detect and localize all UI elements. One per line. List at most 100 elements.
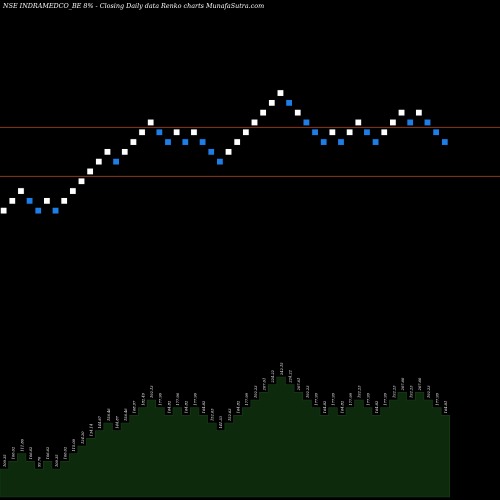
price-label: 144.87 bbox=[115, 415, 119, 428]
renko-brick bbox=[441, 138, 449, 146]
price-label: 192.23 bbox=[358, 385, 362, 398]
price-label: 100.35 bbox=[55, 454, 59, 467]
price-label: 106.62 bbox=[29, 446, 33, 459]
price-label: 106.62 bbox=[46, 446, 50, 459]
renko-brick bbox=[190, 128, 198, 136]
price-label: 242.15 bbox=[280, 362, 284, 376]
price-label: 177.99 bbox=[366, 392, 370, 405]
renko-brick bbox=[130, 138, 137, 146]
renko-brick bbox=[268, 99, 276, 107]
renko-brick bbox=[259, 109, 267, 117]
renko-brick bbox=[277, 89, 284, 97]
price-label: 134.14 bbox=[90, 423, 94, 436]
renko-brick bbox=[17, 187, 25, 195]
price-labels: 100.35 106.62 111.86 106.62 99.70 106.62 100.3… bbox=[3, 362, 448, 467]
price-label: 164.82 bbox=[202, 400, 206, 413]
price-label: 141.33 bbox=[219, 415, 223, 428]
renko-brick bbox=[43, 197, 51, 205]
price-label: 156.46 bbox=[124, 408, 128, 421]
chart-title: NSE INDRAMEDCO_BE 8% - Closing Daily dat… bbox=[2, 2, 264, 10]
price-label: 177.96 bbox=[159, 392, 163, 405]
renko-brick bbox=[406, 119, 414, 126]
price-label: 164.81 bbox=[444, 401, 448, 414]
renko-brick bbox=[95, 158, 103, 166]
renko-brick bbox=[320, 138, 328, 146]
renko-brick bbox=[69, 187, 77, 195]
renko-brick bbox=[155, 128, 163, 136]
renko-brick bbox=[52, 207, 59, 215]
price-label: 99.70 bbox=[38, 456, 42, 467]
renko-brick bbox=[380, 128, 388, 136]
price-label: 207.61 bbox=[263, 378, 267, 392]
renko-brick bbox=[233, 138, 241, 146]
renko-brick bbox=[164, 138, 172, 146]
renko-brick bbox=[225, 148, 232, 156]
renko-brick bbox=[242, 128, 250, 136]
renko-brick bbox=[199, 138, 206, 146]
volume-area-group bbox=[0, 376, 451, 498]
renko-brick bbox=[354, 119, 362, 126]
renko-brick bbox=[251, 119, 258, 126]
price-label: 164.82 bbox=[323, 400, 327, 413]
price-label: 152.63 bbox=[228, 408, 232, 421]
renko-brick bbox=[173, 128, 181, 136]
renko-brick bbox=[398, 109, 405, 117]
renko-brick bbox=[121, 148, 129, 156]
renko-brick bbox=[147, 119, 155, 126]
price-label: 111.86 bbox=[20, 438, 24, 451]
renko-brick bbox=[294, 109, 302, 117]
price-label: 224.22 bbox=[288, 369, 292, 383]
price-label: 182.49 bbox=[141, 392, 145, 405]
price-label: 192.23 bbox=[410, 385, 414, 398]
price-label: 164.82 bbox=[167, 400, 171, 413]
renko-brick bbox=[285, 99, 293, 107]
price-label: 207.60 bbox=[401, 377, 405, 391]
price-label: 164.82 bbox=[237, 400, 241, 413]
price-label: 224.22 bbox=[271, 369, 275, 383]
price-label: 192.23 bbox=[392, 385, 396, 398]
price-label: 177.99 bbox=[436, 392, 440, 405]
price-label: 177.99 bbox=[384, 392, 388, 405]
renko-brick bbox=[34, 207, 42, 215]
price-label: 207.61 bbox=[297, 378, 301, 392]
price-label: 115.00 bbox=[72, 438, 76, 451]
price-label: 177.96 bbox=[193, 392, 197, 405]
price-label: 177.99 bbox=[314, 392, 318, 405]
volume-area bbox=[0, 376, 451, 498]
renko-brick bbox=[311, 128, 319, 136]
renko-brick bbox=[8, 197, 16, 205]
renko-brick bbox=[0, 207, 8, 215]
renko-brick bbox=[104, 148, 111, 156]
price-label: 177.96 bbox=[176, 392, 180, 405]
renko-brick bbox=[363, 128, 371, 136]
renko-brick bbox=[424, 119, 431, 126]
renko-brick bbox=[216, 158, 224, 166]
renko-brick bbox=[415, 109, 423, 117]
price-label: 192.23 bbox=[254, 385, 258, 398]
price-label: 100.35 bbox=[3, 454, 7, 467]
price-label: 192.13 bbox=[150, 385, 154, 398]
renko-brick bbox=[26, 197, 34, 205]
renko-brick bbox=[432, 128, 440, 136]
price-label: 106.62 bbox=[64, 446, 68, 459]
price-label: 192.23 bbox=[306, 385, 310, 398]
price-label: 192.23 bbox=[427, 385, 431, 398]
renko-bricks bbox=[0, 89, 449, 215]
reference-lines bbox=[0, 126, 500, 177]
renko-brick bbox=[86, 168, 94, 175]
renko-brick bbox=[60, 197, 68, 205]
renko-brick bbox=[303, 119, 310, 126]
price-label: 168.97 bbox=[133, 400, 137, 413]
renko-brick bbox=[328, 128, 336, 136]
renko-brick bbox=[207, 148, 215, 156]
price-label: 207.60 bbox=[418, 377, 422, 391]
price-label: 106.62 bbox=[12, 446, 16, 459]
price-label: 177.99 bbox=[332, 392, 336, 405]
renko-brick bbox=[112, 158, 120, 166]
price-label: 164.82 bbox=[185, 400, 189, 413]
price-label: 156.46 bbox=[107, 408, 111, 421]
renko-brick bbox=[372, 138, 380, 146]
price-label: 144.87 bbox=[98, 415, 102, 428]
renko-brick bbox=[138, 128, 146, 136]
